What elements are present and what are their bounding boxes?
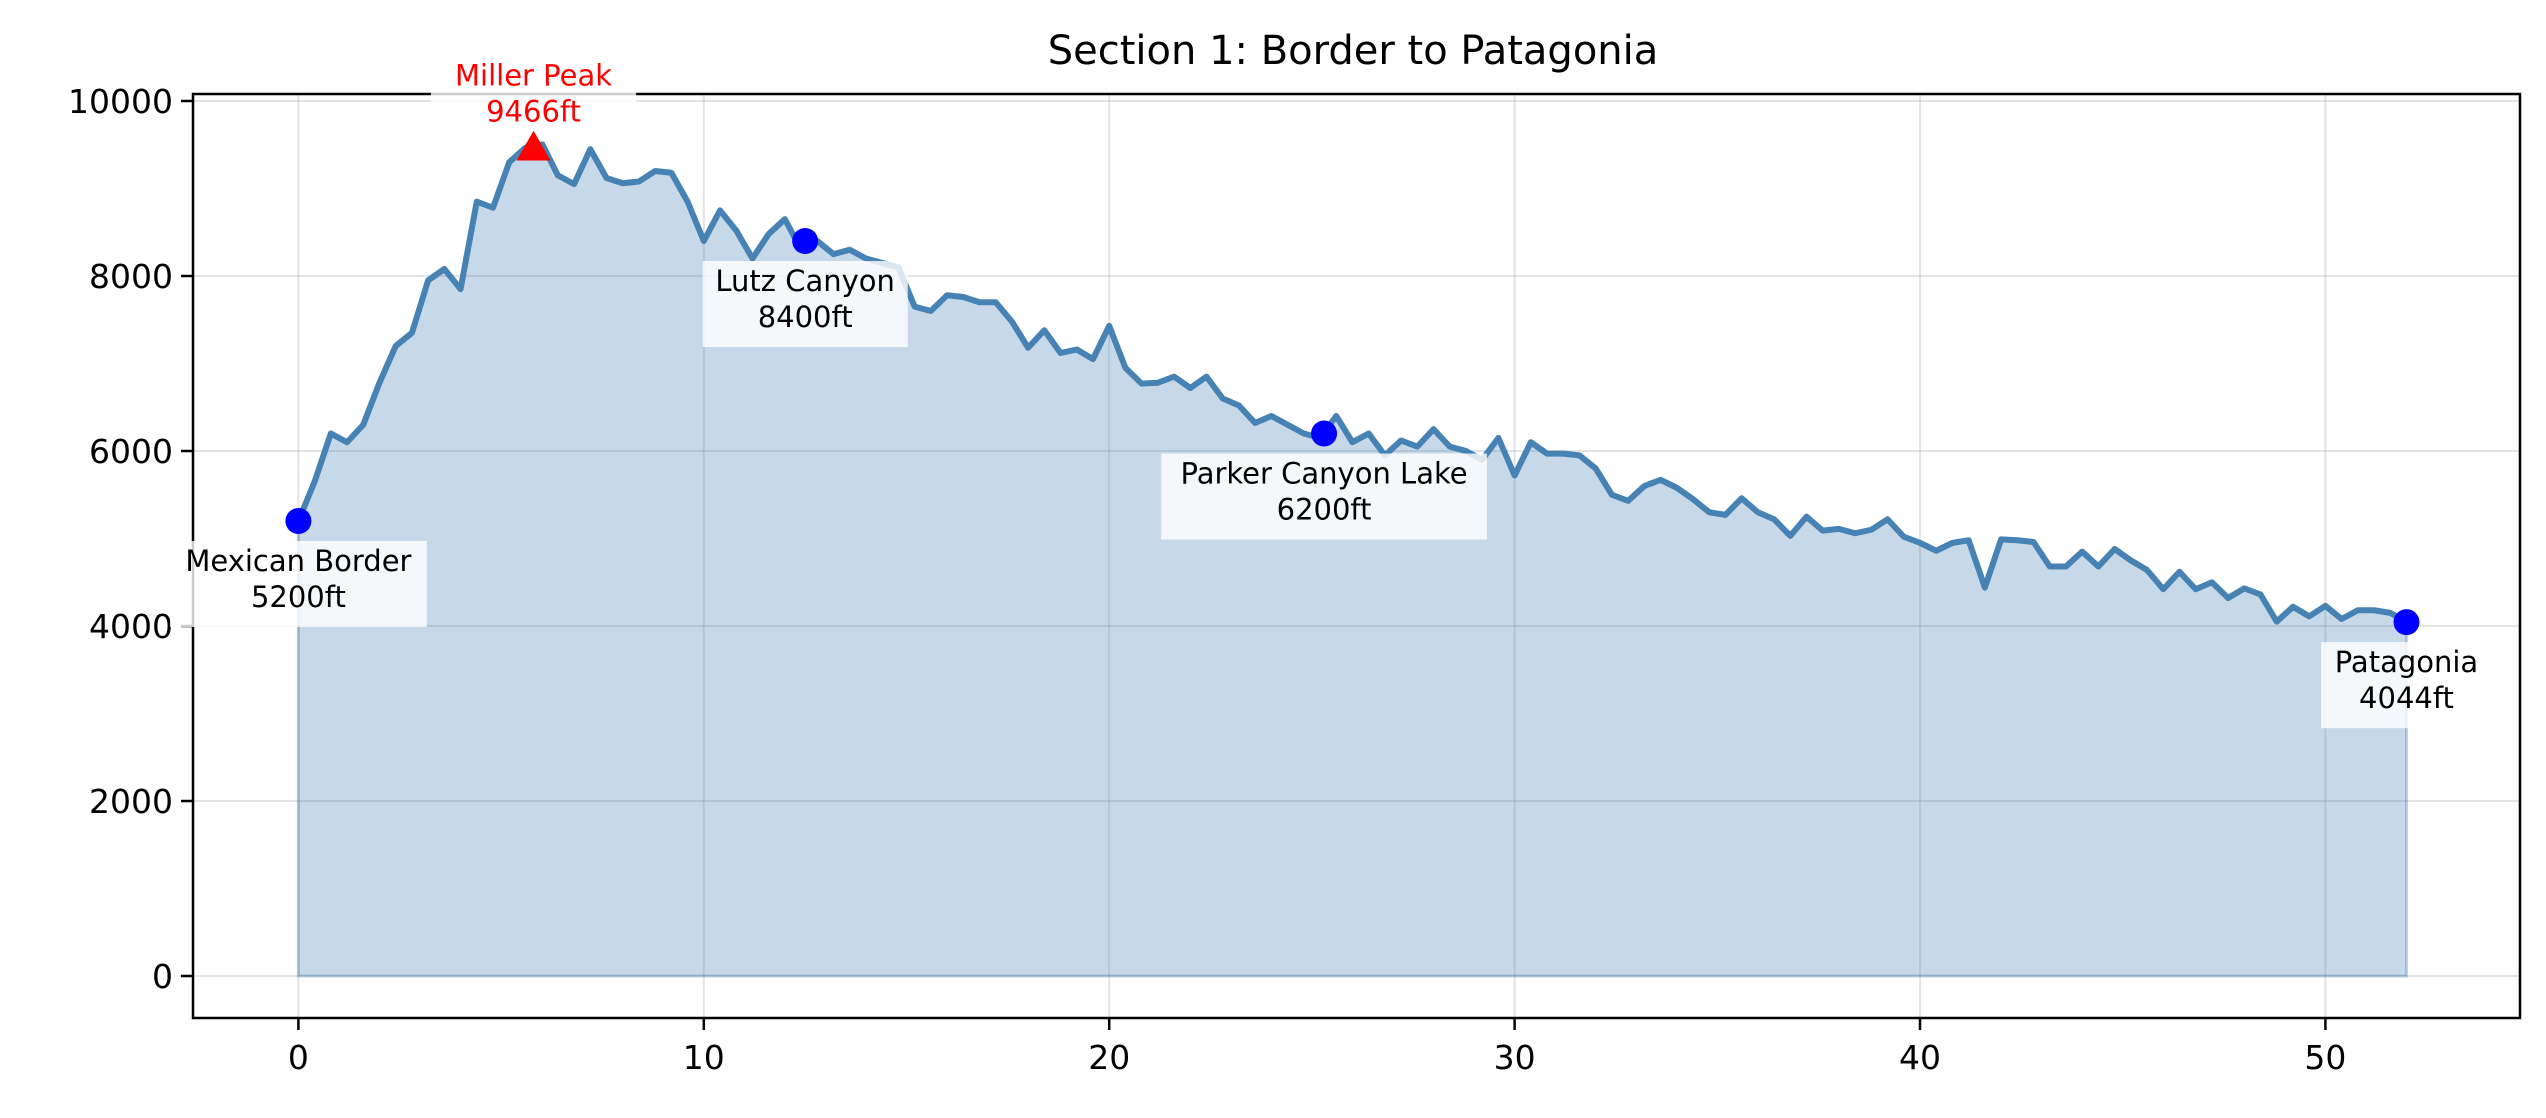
y-tick-label: 10000 xyxy=(68,82,173,121)
grid xyxy=(193,94,2520,1018)
x-tick-label: 0 xyxy=(288,1038,309,1077)
landmark-elevation-label: 4044ft xyxy=(2359,681,2454,715)
landmark-marker xyxy=(2393,609,2420,636)
landmark-marker xyxy=(1311,420,1338,447)
landmark-name: Miller Peak xyxy=(455,59,612,93)
landmark-name: Lutz Canyon xyxy=(715,264,895,298)
landmark-elevation-label: 9466ft xyxy=(486,95,581,129)
peak-marker xyxy=(516,130,551,161)
y-tick-label: 0 xyxy=(152,957,173,996)
landmark-label-box xyxy=(430,55,637,142)
landmark-label-box xyxy=(2321,642,2492,729)
landmark-label-box xyxy=(702,261,908,347)
y-tick-label: 8000 xyxy=(89,257,173,296)
landmark-name: Parker Canyon Lake xyxy=(1181,457,1468,491)
landmark-name: Patagonia xyxy=(2335,645,2478,679)
landmark-elevation-label: 5200ft xyxy=(251,580,346,614)
landmark-label-box xyxy=(170,541,427,627)
x-tick-label: 40 xyxy=(1899,1038,1941,1077)
elevation-line xyxy=(295,140,2410,626)
landmark-marker xyxy=(285,508,312,534)
y-tick-label: 4000 xyxy=(89,607,173,646)
landmark-marker xyxy=(792,228,819,254)
x-tick-label: 30 xyxy=(1494,1038,1536,1077)
landmark-elevation-label: 8400ft xyxy=(758,300,853,334)
y-tick-label: 6000 xyxy=(89,432,173,471)
x-tick-label: 20 xyxy=(1088,1038,1130,1077)
landmark-name: Mexican Border xyxy=(185,544,411,578)
landmark-elevation-label: 6200ft xyxy=(1277,493,1372,527)
axes: 0 10 20 30 40 50 0 2000 4000 6000 8000 10000 xyxy=(68,82,2522,1077)
x-tick-label: 10 xyxy=(683,1038,725,1077)
x-tick-label: 50 xyxy=(2304,1038,2346,1077)
elevation-area xyxy=(295,140,2410,978)
chart-title: Section 1: Border to Patagonia xyxy=(1048,28,1659,74)
landmark-label-box xyxy=(1161,453,1487,540)
y-tick-label: 2000 xyxy=(89,782,173,821)
